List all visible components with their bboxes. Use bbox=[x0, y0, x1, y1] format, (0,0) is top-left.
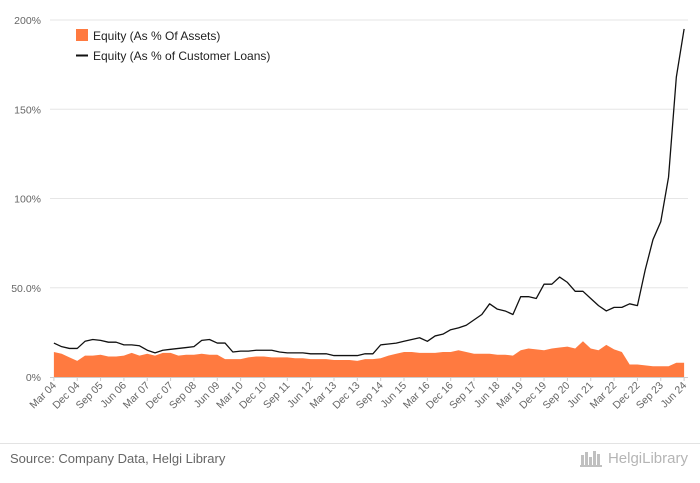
y-tick-label: 200% bbox=[14, 15, 41, 27]
legend-label-equity-loans: Equity (As % of Customer Loans) bbox=[93, 49, 270, 63]
legend: Equity (As % Of Assets) Equity (As % of … bbox=[76, 29, 270, 63]
y-tick-label: 150% bbox=[14, 104, 41, 116]
line-equity-loans bbox=[53, 28, 685, 357]
brand-name: HelgiLibrary bbox=[607, 449, 688, 467]
y-tick-label: 50.0% bbox=[11, 283, 41, 295]
brand-logo: HelgiLibrary bbox=[579, 449, 688, 467]
source-note: Source: Company Data, Helgi Library bbox=[10, 451, 226, 466]
x-tick-label: Sep 11 bbox=[261, 380, 293, 412]
y-axis-ticks: 0% 50.0% 100% 150% 200% bbox=[11, 15, 41, 384]
library-icon bbox=[579, 451, 602, 467]
x-tick-label: Jun 24 bbox=[658, 380, 689, 411]
legend-label-equity-assets: Equity (As % Of Assets) bbox=[93, 29, 220, 43]
legend-swatch-equity-assets bbox=[76, 29, 88, 41]
area-series bbox=[53, 341, 685, 377]
y-tick-label: 100% bbox=[14, 194, 41, 206]
area-equity-assets bbox=[53, 341, 685, 377]
footer-divider bbox=[0, 443, 700, 444]
line-series bbox=[53, 28, 685, 357]
grid-lines bbox=[50, 19, 688, 289]
y-tick-label: 0% bbox=[26, 372, 41, 384]
